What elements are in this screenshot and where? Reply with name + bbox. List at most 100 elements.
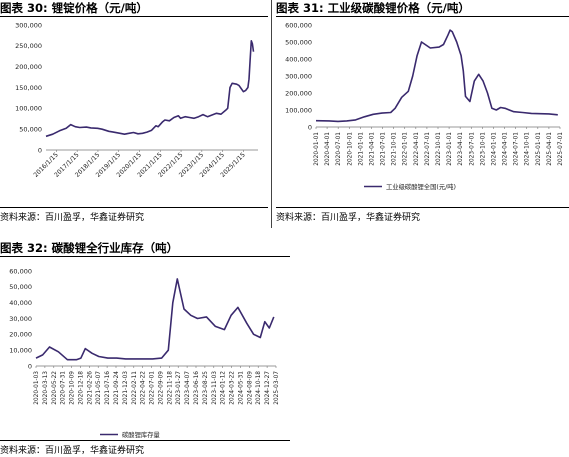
x-tick-label: 2021-02-26 — [87, 371, 93, 405]
x-tick-label: 2022-04-22 — [141, 371, 147, 405]
series-line — [315, 29, 558, 123]
x-tick-label: 2024-08-09 — [247, 371, 253, 405]
x-tick-label: 2024-07-01 — [514, 132, 520, 166]
y-tick-label: 600,000 — [285, 21, 312, 29]
x-tick-label: 2023-06-16 — [194, 371, 200, 405]
y-tick-label: 500,000 — [285, 38, 312, 46]
chart-32-bottom-rule — [0, 440, 290, 441]
chart-30-header: 图表 30: 锂锭价格（元/吨） — [0, 1, 148, 15]
x-tick-label: 2020-04-01 — [325, 132, 331, 166]
x-tick-label: 2023-11-03 — [212, 371, 218, 405]
legend-label: 碳酸锂库存量 — [122, 430, 160, 439]
chart-31-source: 资料来源：百川盈孚，华鑫证券研究 — [276, 213, 421, 223]
x-tick-label: 2021-01-01 — [358, 132, 364, 166]
chart-31-plot: 0 100,000 200,000 300,000 400,000 500,000 600,… — [285, 21, 564, 191]
y-tick-label: 200,000 — [285, 89, 312, 97]
y-tick-label: 200,000 — [15, 63, 42, 71]
chart-32-title: 碳酸锂全行业库存（吨） — [51, 241, 179, 255]
y-tick-label: 300,000 — [285, 72, 312, 80]
x-tick-label: 2024-12-27 — [265, 371, 271, 405]
chart-panel-30: 图表 30: 锂锭价格（元/吨） 0 50,000 100,000 150,000 20… — [0, 0, 270, 226]
x-tick-label: 2024-05-31 — [238, 371, 244, 405]
x-tick-label: 2024-01-12 — [221, 371, 227, 405]
chart-31-top-rule — [276, 16, 569, 17]
x-tick-label: 2020-01-03 — [34, 371, 40, 405]
x-tick-label: 2023-08-25 — [203, 371, 209, 405]
y-tick-label: 0 — [308, 123, 312, 131]
x-tick-label: 2020-01-01 — [314, 132, 320, 166]
chart-32-plot: 0 10,000 20,000 30,000 40,000 50,000 60,000 202… — [9, 267, 280, 439]
chart-30-source: 资料来源：百川盈孚，华鑫证券研究 — [0, 213, 145, 223]
x-tick-label: 2021-04-01 — [369, 132, 375, 166]
y-tick-label: 50,000 — [19, 125, 42, 133]
chart-32-source: 资料来源：百川盈孚，华鑫证券研究 — [0, 446, 145, 456]
chart-31-title: 工业级碳酸锂价格（元/吨） — [327, 1, 470, 15]
y-tick-label: 100,000 — [285, 106, 312, 114]
x-tick-label: 2023-01-01 — [447, 132, 453, 166]
chart-31-header: 图表 31: 工业级碳酸锂价格（元/吨） — [276, 1, 470, 15]
x-tick-label: 2020-03-13 — [43, 371, 49, 405]
x-tick-label: 2022-11-18 — [167, 371, 173, 405]
x-tick-label: 2021-07-01 — [381, 132, 387, 166]
y-tick-label: 50,000 — [9, 283, 32, 291]
x-tick-label: 2023-10-01 — [480, 132, 486, 166]
chart-30-number: 图表 30: — [0, 1, 48, 15]
chart-30-top-rule — [0, 16, 268, 17]
chart-30-title: 锂锭价格（元/吨） — [51, 1, 148, 15]
y-tick-label: 0 — [38, 146, 42, 154]
x-tick-label: 2025-01-01 — [536, 132, 542, 166]
x-tick-label: 2020-10-09 — [70, 371, 76, 405]
x-tick-label: 2022-07-01 — [150, 371, 156, 405]
x-tick-label: 2025-07-01 — [558, 132, 564, 166]
x-tick-label: 2021-09-24 — [114, 371, 120, 405]
y-tick-label: 100,000 — [15, 105, 42, 113]
y-tick-label: 40,000 — [9, 299, 32, 307]
chart-panel-32: 图表 32: 碳酸锂全行业库存（吨） 0 10,000 20,000 30,000 40… — [0, 240, 292, 457]
series-line — [45, 39, 255, 138]
x-tick-label: 2020-10-01 — [347, 132, 353, 166]
y-tick-label: 400,000 — [285, 55, 312, 63]
x-tick-label: 2021-07-16 — [105, 371, 111, 405]
chart-32-number: 图表 32: — [0, 241, 48, 255]
x-tick-label: 2024-10-01 — [525, 132, 531, 166]
x-tick-label: 2020-12-18 — [78, 371, 84, 405]
x-tick-label: 2020-07-01 — [336, 132, 342, 166]
panel-divider — [271, 0, 272, 228]
chart-panel-31: 图表 31: 工业级碳酸锂价格（元/吨） 0 100,000 200,000 300,… — [276, 0, 569, 226]
y-tick-label: 10,000 — [9, 346, 32, 354]
y-tick-label: 60,000 — [9, 267, 32, 275]
y-tick-label: 30,000 — [9, 315, 32, 323]
chart-31-bottom-rule — [276, 207, 569, 208]
chart-31-number: 图表 31: — [276, 1, 324, 15]
y-tick-label: 300,000 — [15, 21, 42, 29]
x-tick-label: 2023-01-27 — [176, 371, 182, 405]
x-tick-label: 2024-03-22 — [230, 371, 236, 405]
x-tick-label: 2022-04-01 — [414, 132, 420, 166]
y-tick-label: 20,000 — [9, 331, 32, 339]
chart-32-header: 图表 32: 碳酸锂全行业库存（吨） — [0, 241, 178, 255]
x-tick-label: 2022-07-01 — [425, 132, 431, 166]
x-tick-label: 2021-10-01 — [392, 132, 398, 166]
x-tick-label: 2021-05-07 — [96, 371, 102, 405]
x-tick-label: 2022-09-09 — [158, 371, 164, 405]
y-tick-label: 0 — [28, 362, 32, 370]
x-tick-label: 2023-04-01 — [458, 132, 464, 166]
x-tick-label: 2020-07-31 — [61, 371, 67, 405]
x-tick-label: 2024-04-01 — [503, 132, 509, 166]
series-line — [35, 278, 275, 361]
x-tick-label: 2020-05-22 — [52, 371, 58, 405]
x-tick-label: 2022-10-01 — [436, 132, 442, 166]
x-tick-label: 2025-03-07 — [274, 371, 280, 405]
x-tick-label: 2023-04-07 — [185, 371, 191, 405]
x-tick-label: 2025-04-01 — [547, 132, 553, 166]
x-tick-label: 2022-02-11 — [132, 371, 138, 405]
chart-32-top-rule — [0, 256, 290, 257]
x-tick-label: 2021-12-03 — [123, 371, 129, 405]
y-tick-label: 250,000 — [15, 42, 42, 50]
x-tick-label: 2023-07-01 — [469, 132, 475, 166]
chart-30-bottom-rule — [0, 207, 268, 208]
legend-label: 工业级碳酸锂全国(元/吨) — [386, 182, 456, 191]
chart-30-plot: 0 50,000 100,000 150,000 200,000 250,000 300,0… — [15, 21, 258, 179]
x-tick-label: 2022-01-01 — [403, 132, 409, 166]
x-tick-label: 2024-01-01 — [491, 132, 497, 166]
